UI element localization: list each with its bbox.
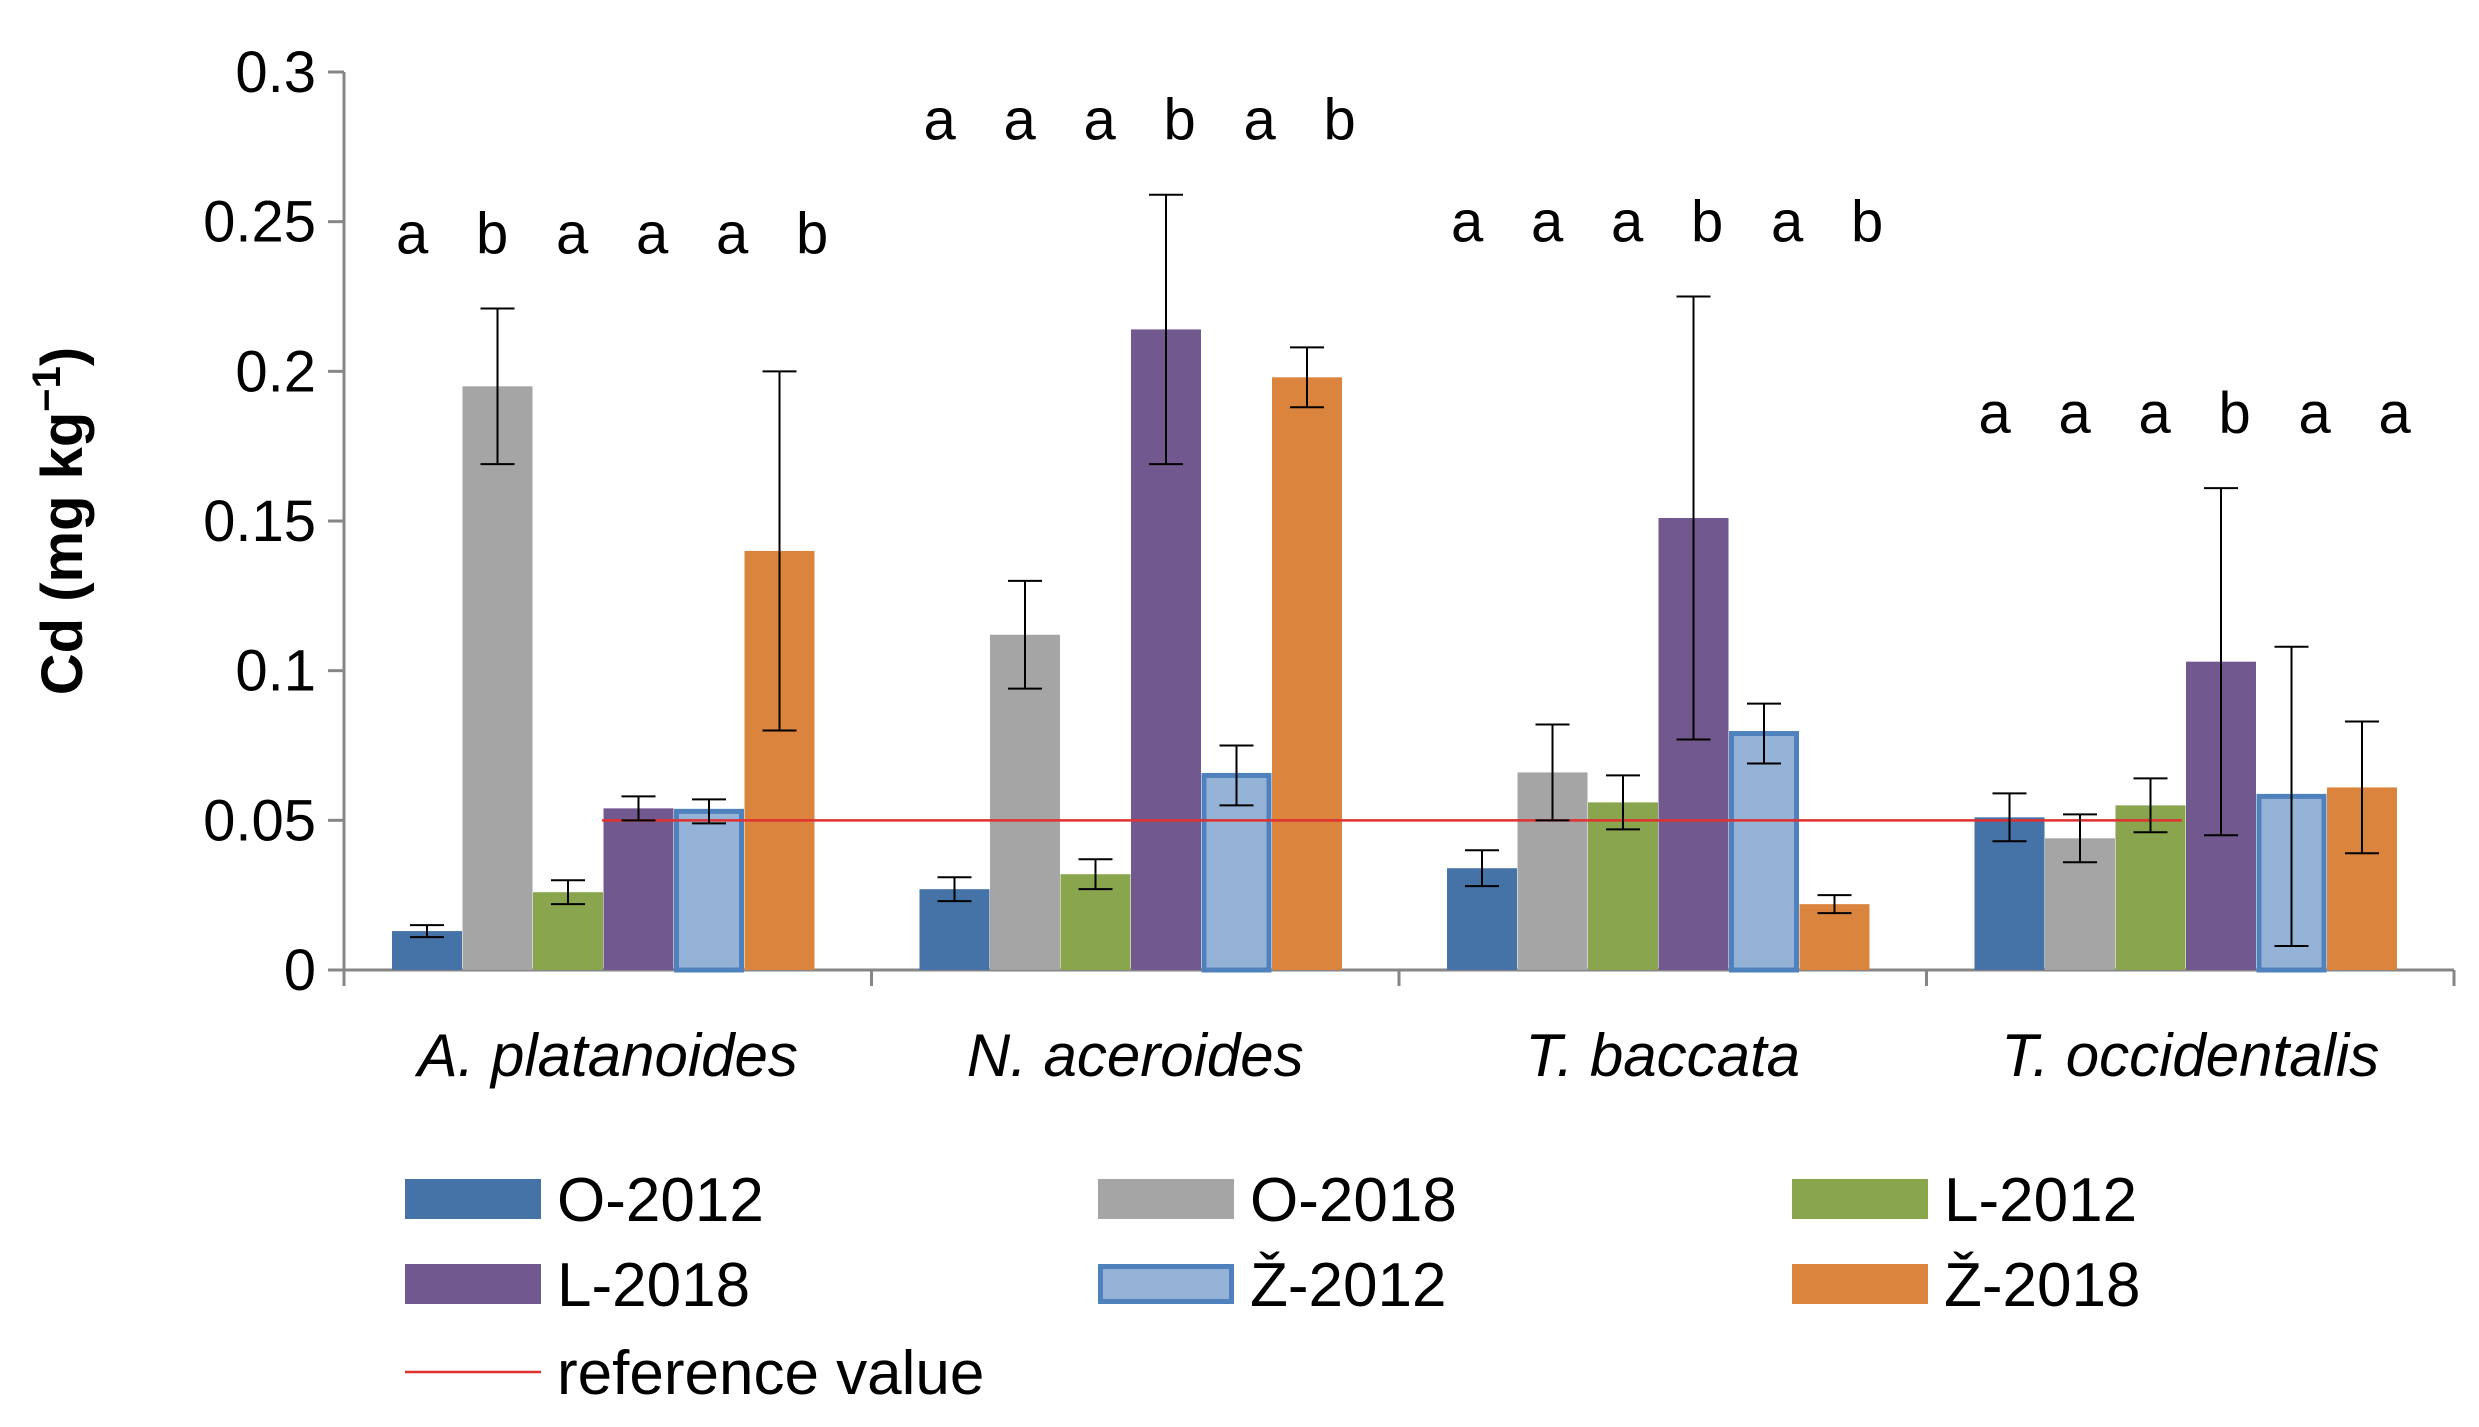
y-tick-label: 0 — [284, 938, 316, 1003]
legend: O-2012 O-2018 L-2012 L-2018 Ž-2012 Ž-2018 refe… — [405, 1166, 2140, 1408]
significance-letter: b — [1691, 190, 1723, 255]
significance-letter: a — [1531, 190, 1564, 255]
y-tick-label: 0.2 — [235, 339, 316, 404]
bar--2018-3 — [1799, 904, 1870, 970]
bar-l-2018-1 — [603, 808, 674, 970]
significance-letter: a — [556, 201, 589, 266]
bar--2012-3 — [1729, 731, 1799, 973]
category-label: T. baccata — [1525, 1022, 1800, 1089]
legend-swatch — [1792, 1264, 1928, 1304]
bar-o-2012-4 — [1974, 817, 2045, 970]
significance-letter: a — [924, 88, 957, 153]
y-tick-label: 0.15 — [203, 489, 316, 554]
category-label: A. platanoides — [415, 1022, 798, 1089]
legend-label-reference: reference value — [557, 1339, 984, 1408]
legend-swatch — [1098, 1179, 1234, 1219]
significance-letter: a — [716, 201, 749, 266]
significance-letter: a — [1771, 190, 1804, 255]
legend-label: Ž-2018 — [1944, 1251, 2140, 1320]
y-tick-label: 0.3 — [235, 40, 316, 105]
y-axis-title-superscript: −1 — [25, 366, 69, 412]
significance-letter: b — [1164, 88, 1196, 153]
legend-label: L-2018 — [557, 1251, 750, 1320]
significance-letter: a — [1244, 88, 1277, 153]
significance-letter: a — [1004, 88, 1037, 153]
bars-layer — [392, 329, 2397, 973]
bar-o-2012-2 — [919, 889, 990, 970]
legend-label: O-2012 — [557, 1166, 764, 1235]
significance-letter: a — [1084, 88, 1117, 153]
significance-letter: a — [396, 201, 429, 266]
significance-letter: b — [1324, 88, 1356, 153]
bar--2018-2 — [1272, 377, 1342, 970]
significance-letter: a — [1611, 190, 1644, 255]
significance-letter: a — [1451, 190, 1484, 255]
significance-letter: b — [1851, 190, 1883, 255]
significance-letter: b — [476, 201, 508, 266]
bar-o-2018-1 — [462, 386, 533, 970]
legend-label: L-2012 — [1944, 1166, 2137, 1235]
y-axis-title: Cd (mg kg−1) — [25, 347, 95, 695]
legend-swatch — [405, 1264, 541, 1304]
significance-letter: a — [636, 201, 669, 266]
significance-letter: a — [1979, 381, 2012, 446]
error-bars-layer — [410, 193, 2379, 948]
bar-o-2018-2 — [990, 634, 1060, 970]
legend-swatch — [1792, 1179, 1928, 1219]
significance-letter: a — [2059, 381, 2092, 446]
legend-label: Ž-2012 — [1250, 1251, 1446, 1320]
significance-letter: a — [2139, 381, 2172, 446]
y-axis-title-close: ) — [30, 347, 95, 366]
significance-letter: a — [2299, 381, 2332, 446]
legend-swatch — [405, 1179, 541, 1219]
y-tick-label: 0.25 — [203, 190, 316, 255]
significance-letter: a — [2379, 381, 2412, 446]
y-tick-label: 0.05 — [203, 788, 316, 853]
bar--2012-1 — [674, 808, 744, 973]
y-tick-label: 0.1 — [235, 639, 316, 704]
legend-swatch — [1098, 1264, 1234, 1304]
legend-label: O-2018 — [1250, 1166, 1457, 1235]
y-axis-title-main: Cd (mg kg — [30, 412, 95, 696]
significance-letter: b — [796, 201, 828, 266]
significance-letters-layer: a b a a a ba a a b a ba a a b a ba a a b a a — [396, 88, 2412, 446]
significance-letter: b — [2219, 381, 2251, 446]
category-label: N. aceroides — [967, 1022, 1304, 1089]
labels-layer: 0 0.05 0.1 0.15 0.2 0.25 0.3 A. platanoides N. a… — [25, 40, 2379, 1089]
category-label: T. occidentalis — [2001, 1022, 2379, 1089]
